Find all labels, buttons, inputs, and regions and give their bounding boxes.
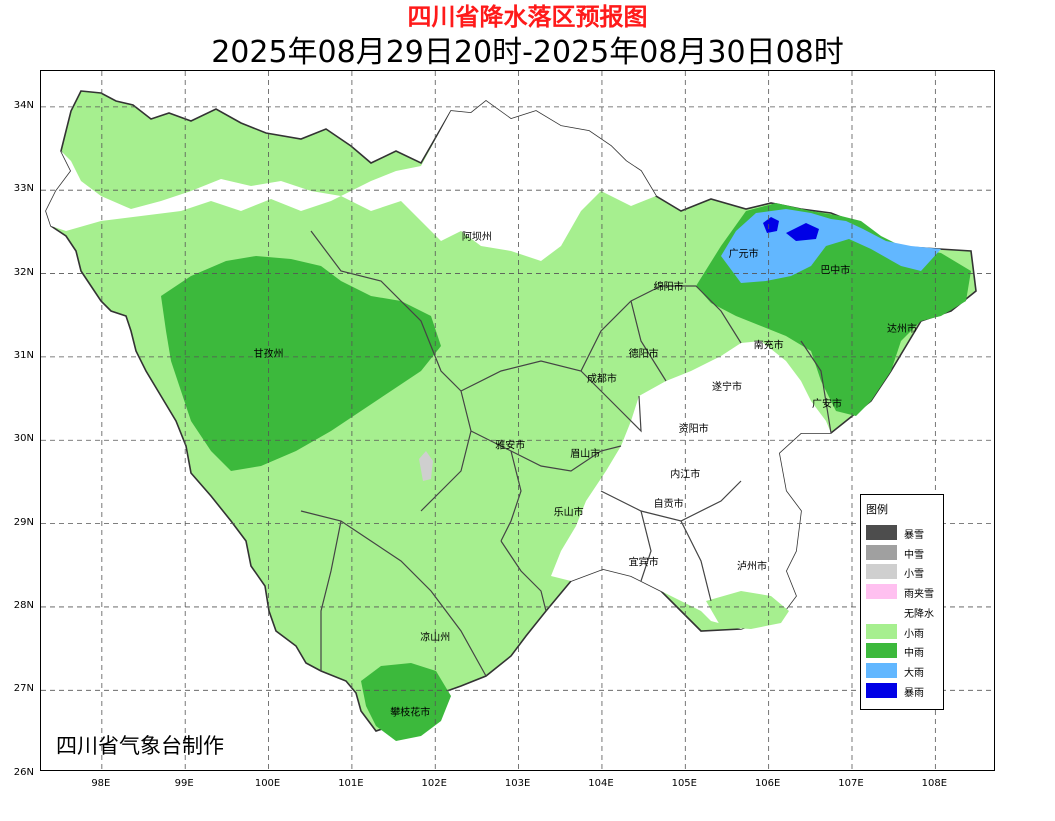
city-label: 甘孜州 <box>254 347 284 360</box>
legend-label: 中雨 <box>904 648 924 660</box>
lon-tick-label: 99E <box>174 778 194 789</box>
legend-label: 无降水 <box>904 608 934 620</box>
legend-swatch <box>866 525 897 540</box>
legend-item: 大雨 <box>866 662 942 679</box>
legend-item: 小雨 <box>866 623 942 640</box>
lat-tick-label: 31N <box>13 349 34 361</box>
grid-lines <box>41 71 994 770</box>
legend-item: 暴雨 <box>866 682 942 699</box>
legend-label: 小雨 <box>904 628 924 640</box>
lon-tick-label: 102E <box>421 778 447 789</box>
lon-tick-label: 100E <box>254 778 281 789</box>
map-frame: 阿坝州广元市巴中市绵阳市甘孜州 德阳市 南充市 达州市成都市遂宁市广安市资阳市雅安市眉… <box>40 70 995 771</box>
no-precip-north <box>46 101 656 261</box>
legend-swatch <box>866 564 897 580</box>
city-label: 达州市 <box>887 322 917 335</box>
producer-footer: 四川省气象台制作 <box>56 734 224 758</box>
lat-tick-label: 28N <box>13 599 34 611</box>
legend-item: 无降水 <box>866 603 942 620</box>
legend-label: 中雪 <box>904 549 924 561</box>
lon-tick-label: 106E <box>754 778 781 789</box>
city-label: 南充市 <box>754 339 784 352</box>
lat-tick-label: 26N <box>13 766 34 778</box>
city-label: 自贡市 <box>654 497 684 510</box>
map-subtitle: 2025年08月29日20时-2025年08月30日08时 <box>211 35 844 70</box>
legend-swatch <box>866 584 897 600</box>
moderate-rain-ganzi <box>161 256 441 471</box>
city-label: 内江市 <box>670 468 700 481</box>
legend-label: 大雨 <box>904 667 924 679</box>
lon-tick-label: 98E <box>91 778 111 789</box>
lat-tick-label: 34N <box>13 99 34 111</box>
legend-item: 中雨 <box>866 643 942 659</box>
city-label: 眉山市 <box>570 447 600 460</box>
lon-tick-label: 107E <box>838 778 864 789</box>
no-precip-basin <box>551 341 831 629</box>
legend-title: 图例 <box>866 503 888 516</box>
city-label: 巴中市 <box>820 264 850 277</box>
city-label: 泸州市 <box>737 559 767 572</box>
light-rain-luzhou <box>706 591 789 629</box>
city-label: 攀枝花市 <box>390 705 430 718</box>
lon-tick-label: 101E <box>338 778 364 789</box>
lat-tick-label: 29N <box>13 516 34 528</box>
city-label: 成都市 <box>587 372 617 385</box>
legend-swatch <box>866 623 897 639</box>
lon-tick-label: 105E <box>671 778 697 789</box>
moderate-rain-panzhihua <box>361 663 451 741</box>
legend: 图例 暴雪中雪小雪雨夹雪无降水小雨中雨大雨暴雨 <box>860 494 944 710</box>
rainstorm-area <box>763 217 819 241</box>
legend-item: 中雪 <box>866 544 942 561</box>
legend-swatch <box>866 643 897 659</box>
lat-tick-label: 33N <box>13 183 34 195</box>
legend-swatch <box>866 682 897 698</box>
legend-item: 雨夹雪 <box>866 584 942 600</box>
legend-label: 小雪 <box>904 569 924 581</box>
legend-swatch <box>866 603 897 619</box>
lon-tick-label: 104E <box>588 778 614 789</box>
city-label: 乐山市 <box>554 505 584 518</box>
city-label: 凉山州 <box>420 630 450 643</box>
city-label: 绵阳市 <box>654 280 684 293</box>
city-label: 遂宁市 <box>712 380 742 393</box>
legend-item: 暴雪 <box>866 525 942 541</box>
map-title: 四川省降水落区预报图 <box>407 3 648 31</box>
lat-tick-label: 27N <box>13 683 34 695</box>
city-label: 雅安市 <box>495 439 525 452</box>
city-label: 资阳市 <box>679 422 709 435</box>
city-label: 广元市 <box>729 247 759 260</box>
city-label: 德阳市 <box>629 347 659 360</box>
city-label: 广安市 <box>812 397 842 410</box>
legend-label: 暴雨 <box>904 687 924 699</box>
city-label: 宜宾市 <box>629 555 659 568</box>
legend-swatch <box>866 662 897 678</box>
legend-label: 雨夹雪 <box>904 589 934 601</box>
legend-label: 暴雪 <box>904 530 924 541</box>
lat-tick-label: 32N <box>13 266 34 278</box>
lat-tick-label: 30N <box>13 433 34 445</box>
legend-item: 小雪 <box>866 564 942 580</box>
legend-swatch <box>866 544 897 560</box>
lon-tick-label: 103E <box>504 778 531 789</box>
light-snow-patch <box>419 451 433 481</box>
lon-tick-label: 108E <box>921 778 948 789</box>
precip-areas <box>45 90 977 741</box>
city-label: 阿坝州 <box>462 231 492 243</box>
city-boundaries <box>300 230 832 677</box>
